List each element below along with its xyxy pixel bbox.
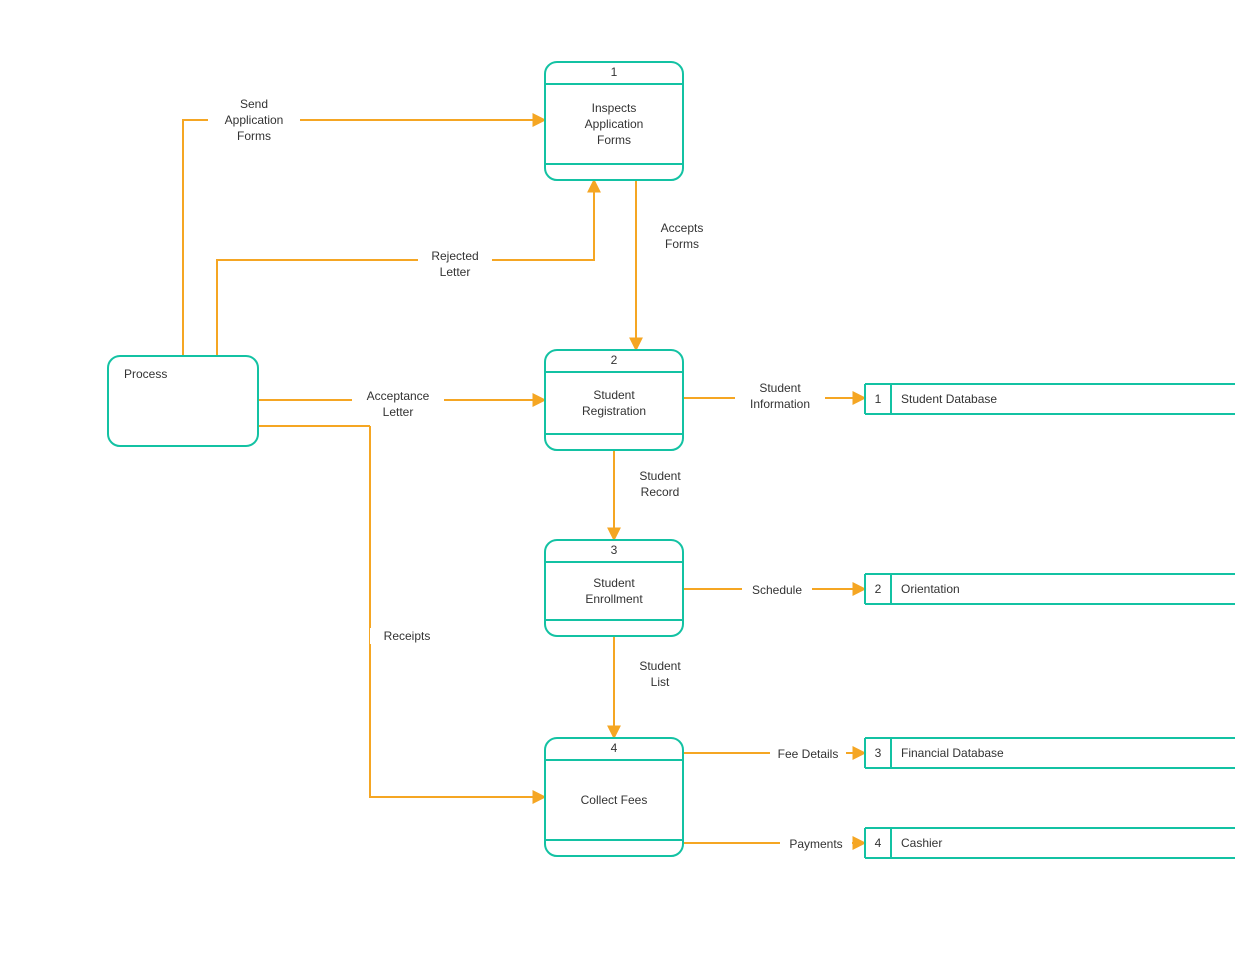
edge-label-e_send: SendApplicationForms — [208, 96, 300, 145]
process-number-p3: 3 — [545, 543, 683, 557]
edge-label-e_stud_list: StudentList — [628, 658, 692, 690]
edge-e_rejected — [217, 180, 594, 356]
edge-label-e_rejected: RejectedLetter — [418, 248, 492, 280]
edge-label-e_accepts_forms: AcceptsForms — [650, 220, 714, 252]
process-number-p4: 4 — [545, 741, 683, 755]
datastore-number-d1: 1 — [865, 384, 891, 414]
process-title-p3: StudentEnrollment — [545, 562, 683, 620]
datastore-label-d2: Orientation — [901, 574, 960, 604]
edge-label-e_accept: AcceptanceLetter — [352, 388, 444, 420]
process-number-p1: 1 — [545, 65, 683, 79]
edge-label-e_stud_info: StudentInformation — [735, 380, 825, 412]
process-title-p4: Collect Fees — [545, 760, 683, 840]
edge-e_receipts — [370, 426, 545, 797]
edge-e_send — [183, 120, 545, 356]
edge-label-e_schedule: Schedule — [742, 582, 812, 598]
datastore-number-d2: 2 — [865, 574, 891, 604]
datastore-label-d1: Student Database — [901, 384, 997, 414]
edge-label-e_receipts: Receipts — [370, 628, 444, 644]
process-title-p1: InspectsApplicationForms — [545, 84, 683, 164]
edge-label-e_stud_record: StudentRecord — [628, 468, 692, 500]
process-title-p2: StudentRegistration — [545, 372, 683, 434]
edge-label-e_fee: Fee Details — [770, 746, 846, 762]
datastore-number-d4: 4 — [865, 828, 891, 858]
process-title-process: Process — [108, 356, 258, 392]
datastore-label-d3: Financial Database — [901, 738, 1004, 768]
process-number-p2: 2 — [545, 353, 683, 367]
edge-label-e_payments: Payments — [780, 836, 852, 852]
datastore-number-d3: 3 — [865, 738, 891, 768]
datastore-label-d4: Cashier — [901, 828, 942, 858]
